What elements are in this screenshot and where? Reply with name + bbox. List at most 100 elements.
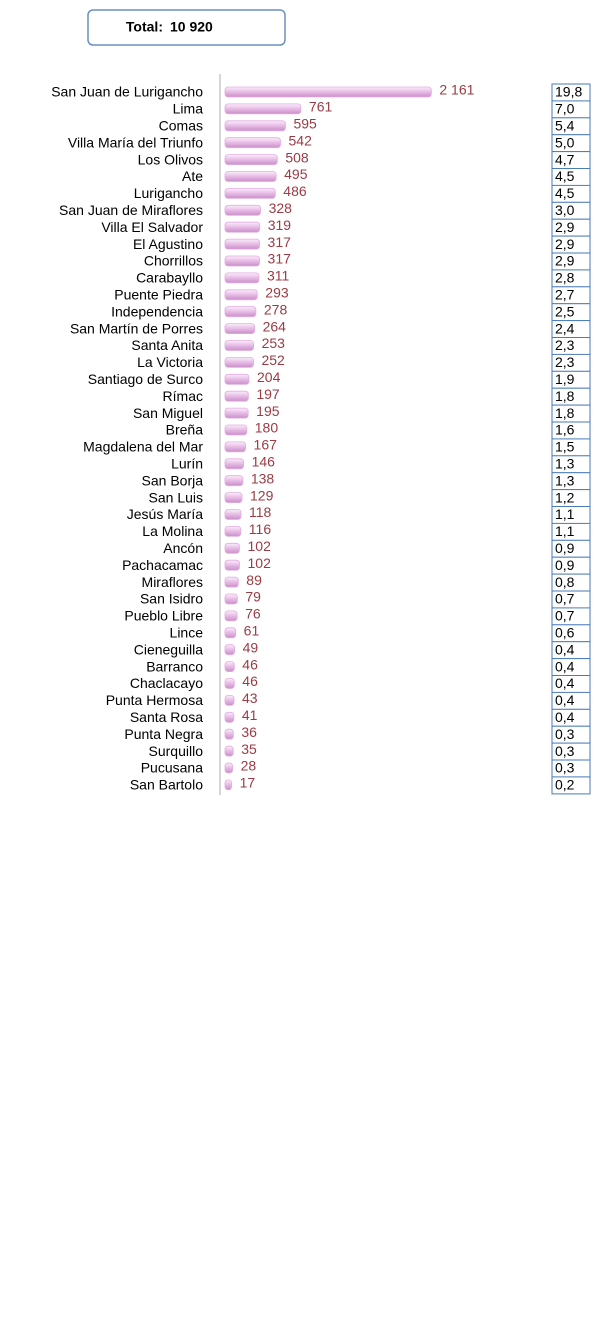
category-label: San Luis xyxy=(149,489,203,505)
value-label: 43 xyxy=(242,690,258,706)
bar xyxy=(224,373,250,385)
value-label: 41 xyxy=(242,707,258,723)
share-label: 0,6 xyxy=(555,625,575,641)
value-label: 146 xyxy=(252,454,276,470)
category-label: Ate xyxy=(182,168,203,184)
total-box xyxy=(87,9,286,46)
bar xyxy=(224,661,235,672)
share-label: 1,3 xyxy=(555,456,575,472)
category-label: Punta Negra xyxy=(124,726,203,742)
value-label: 49 xyxy=(243,639,259,655)
total-title: Total: xyxy=(126,19,163,35)
value-label: 36 xyxy=(241,724,257,740)
bar xyxy=(224,154,278,166)
value-label: 278 xyxy=(264,301,288,317)
bar xyxy=(224,407,249,419)
category-label: Villa El Salvador xyxy=(101,219,203,235)
category-label: Los Olivos xyxy=(138,151,203,167)
category-label: Ancón xyxy=(163,540,203,556)
share-label: 2,3 xyxy=(555,337,575,353)
category-label: Punta Hermosa xyxy=(106,692,203,708)
category-label: San Isidro xyxy=(140,591,203,607)
bar xyxy=(224,137,281,149)
bar xyxy=(224,356,254,368)
category-label: Cieneguilla xyxy=(134,641,203,657)
value-label: 317 xyxy=(268,251,292,267)
value-label: 508 xyxy=(285,149,309,165)
category-label: San Juan de Lurigancho xyxy=(51,84,203,100)
share-label: 1,8 xyxy=(555,388,575,404)
bar xyxy=(224,390,249,402)
category-label: Santa Anita xyxy=(131,337,203,353)
value-label: 28 xyxy=(241,758,257,774)
bar xyxy=(224,86,432,98)
bar xyxy=(224,458,245,470)
category-label: San Bartolo xyxy=(130,777,203,793)
bar xyxy=(224,441,246,453)
category-label: Lurigancho xyxy=(134,185,203,201)
bar xyxy=(224,238,260,250)
bar xyxy=(224,306,257,318)
category-label: Lima xyxy=(173,101,204,117)
share-label: 0,4 xyxy=(555,709,575,725)
category-label: Barranco xyxy=(146,658,203,674)
share-label: 0,3 xyxy=(555,760,575,776)
bar xyxy=(224,255,260,267)
category-label: La Victoria xyxy=(137,354,203,370)
value-label: 319 xyxy=(268,217,292,233)
bar xyxy=(224,492,243,504)
share-label: 1,9 xyxy=(555,371,575,387)
category-label: Jesús María xyxy=(127,506,203,522)
share-label: 2,7 xyxy=(555,287,575,303)
category-label: Carabayllo xyxy=(136,270,203,286)
value-label: 138 xyxy=(251,470,275,486)
value-label: 2 161 xyxy=(439,82,474,98)
bar xyxy=(224,475,244,487)
share-label: 1,6 xyxy=(555,422,575,438)
value-label: 204 xyxy=(257,369,281,385)
share-label: 2,8 xyxy=(555,270,575,286)
value-label: 328 xyxy=(269,200,293,216)
share-label: 0,7 xyxy=(555,591,575,607)
category-label: San Juan de Miraflores xyxy=(59,202,203,218)
value-label: 311 xyxy=(267,268,290,284)
value-label: 46 xyxy=(242,673,258,689)
value-label: 542 xyxy=(289,132,313,148)
category-label: Pachacamac xyxy=(122,557,203,573)
value-label: 129 xyxy=(250,487,274,503)
bar xyxy=(224,559,240,571)
category-label: Lince xyxy=(170,625,204,641)
bar xyxy=(224,289,258,301)
category-label: Lurín xyxy=(171,456,203,472)
share-label: 1,5 xyxy=(555,439,575,455)
bar xyxy=(224,779,232,791)
value-label: 195 xyxy=(256,403,280,419)
category-label: Independencia xyxy=(111,303,203,319)
share-label: 5,0 xyxy=(555,134,575,150)
category-label: San Miguel xyxy=(133,405,203,421)
bar xyxy=(224,171,277,182)
category-label: Santa Rosa xyxy=(130,709,203,725)
share-label: 0,4 xyxy=(555,675,575,691)
value-label: 293 xyxy=(265,285,289,301)
bar xyxy=(224,221,261,233)
value-label: 317 xyxy=(268,234,292,250)
share-label: 1,1 xyxy=(555,523,575,539)
category-label: El Agustino xyxy=(133,236,203,252)
bar xyxy=(224,610,238,622)
value-label: 76 xyxy=(245,606,261,622)
bar xyxy=(224,644,235,656)
value-label: 118 xyxy=(249,504,272,520)
bar xyxy=(224,576,239,588)
share-label: 5,4 xyxy=(555,118,575,134)
total-value: 10 920 xyxy=(170,19,213,35)
bar xyxy=(224,509,242,520)
category-label: Rímac xyxy=(163,388,203,404)
share-label: 19,8 xyxy=(555,84,582,100)
value-label: 46 xyxy=(242,656,258,672)
value-label: 61 xyxy=(244,623,260,639)
bar xyxy=(224,593,238,605)
value-label: 17 xyxy=(240,775,256,791)
bar xyxy=(224,678,235,689)
